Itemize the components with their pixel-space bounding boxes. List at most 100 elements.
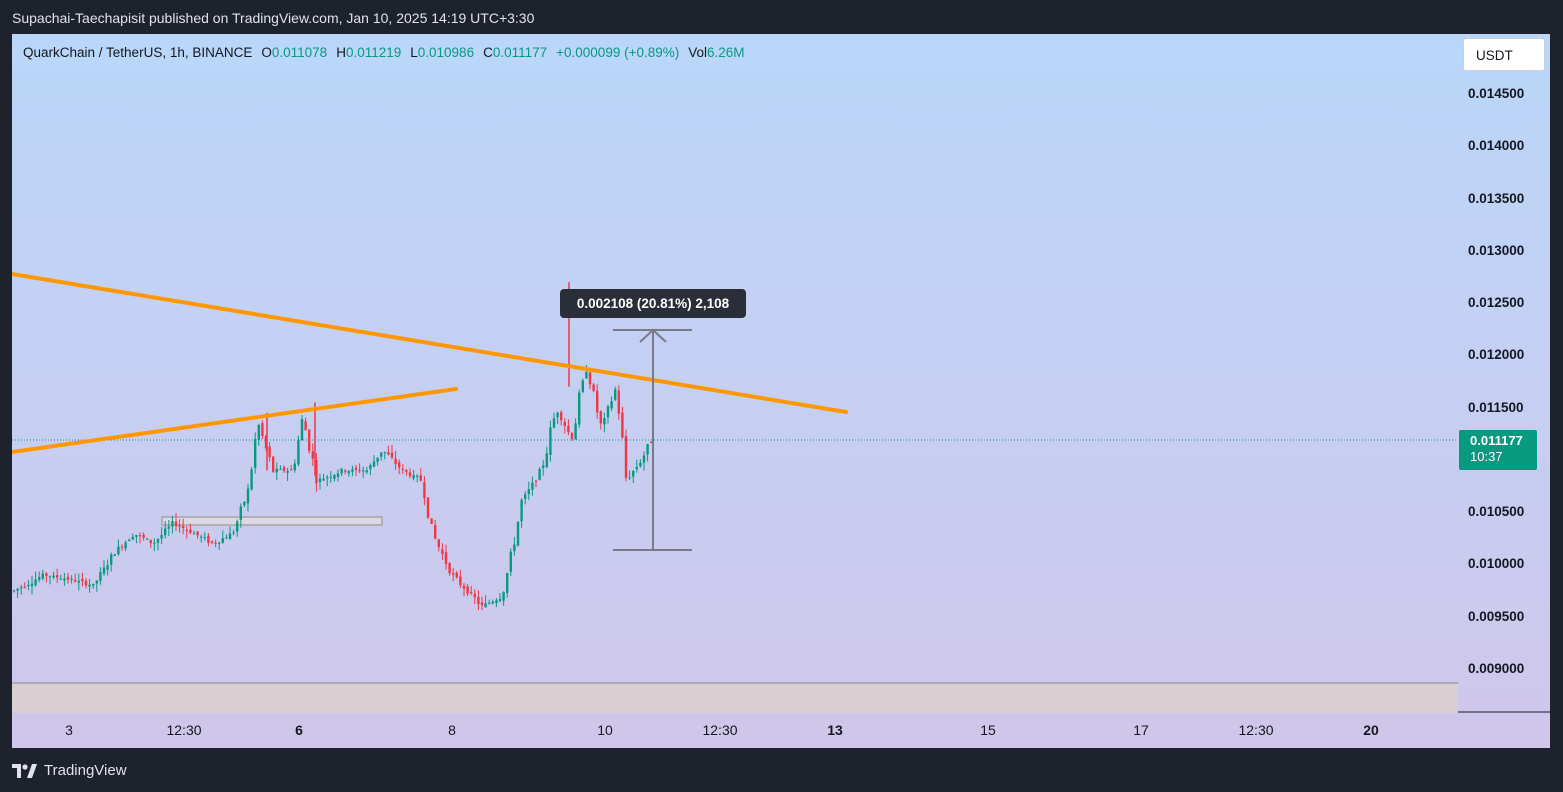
candle-body <box>207 535 210 543</box>
candle-body <box>16 588 19 591</box>
candle-body <box>189 529 192 533</box>
candle-body <box>131 536 134 540</box>
candle-body <box>236 521 239 532</box>
time-tick-label: 13 <box>827 722 843 738</box>
high-label: H <box>336 45 346 60</box>
candle-body <box>261 423 264 437</box>
price-range-measure <box>613 328 692 551</box>
candle-body <box>459 576 462 586</box>
candle-body <box>142 534 145 538</box>
candle-body <box>124 542 127 549</box>
price-tick-label: 0.010500 <box>1468 504 1525 520</box>
candle-body <box>146 538 149 540</box>
price-plot[interactable] <box>12 34 1550 748</box>
candle-body <box>542 465 545 469</box>
candle-body <box>272 456 275 472</box>
candle-body <box>102 567 106 574</box>
chart-pane[interactable]: QuarkChain / TetherUS, 1h, BINANCE O 0.01… <box>12 34 1550 748</box>
candle-body <box>354 467 358 470</box>
candle-body <box>628 477 631 479</box>
candle-body <box>92 583 95 586</box>
candle-body <box>556 412 559 418</box>
candle-body <box>603 418 606 425</box>
candle-body <box>290 469 293 471</box>
price-tick-label: 0.011500 <box>1468 399 1524 415</box>
candle-body <box>455 572 458 578</box>
candle-body <box>581 380 584 392</box>
candle-body <box>358 469 361 472</box>
measure-tooltip: 0.002108 (20.81%) 2,108 <box>560 289 746 318</box>
candle-body <box>398 462 401 468</box>
candle-body <box>257 424 260 440</box>
candle-body <box>491 601 494 604</box>
support-zone <box>161 516 383 526</box>
candle-body <box>639 462 642 467</box>
candle-body <box>437 539 440 548</box>
candle-body <box>390 452 394 458</box>
descending-trendline <box>12 272 848 414</box>
candle-body <box>160 534 163 539</box>
low-label: L <box>410 45 418 60</box>
ascending-trendline <box>12 387 458 454</box>
candle-body <box>347 470 350 474</box>
candle-body <box>12 590 16 592</box>
candle-body <box>488 602 491 604</box>
candle-body <box>254 438 257 468</box>
candle-body <box>567 425 570 433</box>
low-value: 0.010986 <box>417 45 475 60</box>
candle-body <box>171 521 174 527</box>
tradingview-brand[interactable]: TradingView <box>12 762 127 779</box>
candle-body <box>56 575 59 578</box>
candle-body <box>110 554 113 565</box>
time-tick-label: 12:30 <box>166 722 202 738</box>
candle-body <box>462 585 466 589</box>
high-value: 0.011219 <box>345 45 402 60</box>
candle-body <box>524 494 527 499</box>
candle-body <box>336 473 340 477</box>
candle-body <box>372 461 376 467</box>
price-tick-label: 0.014000 <box>1468 138 1525 154</box>
candle-body <box>66 576 70 580</box>
candle-body <box>174 521 178 527</box>
candle-body <box>596 390 599 413</box>
candle-body <box>650 442 653 444</box>
candle-body <box>531 482 534 490</box>
currency-selector[interactable]: USDT <box>1463 38 1545 71</box>
candle-body <box>221 538 224 543</box>
candle-body <box>48 576 52 578</box>
candle-body <box>610 401 613 409</box>
candle-body <box>621 412 624 438</box>
candle-body <box>369 465 372 470</box>
candle-body <box>340 468 343 474</box>
candle-body <box>477 597 480 604</box>
time-tick-label: 3 <box>65 722 73 738</box>
candle-body <box>614 389 617 400</box>
candle-body <box>185 529 188 531</box>
time-tick-label: 20 <box>1363 722 1379 738</box>
candle-body <box>138 535 142 537</box>
candle-body <box>70 578 73 580</box>
candle-body <box>45 573 48 576</box>
time-tick-label: 15 <box>980 722 996 738</box>
bar-countdown: 10:37 <box>1470 449 1503 464</box>
candle-body <box>52 575 55 578</box>
candle-body <box>520 499 523 522</box>
candle-body <box>466 586 469 594</box>
candle-body <box>38 577 41 580</box>
volume-pane <box>12 683 1458 713</box>
candle-body <box>196 531 199 536</box>
candle-body <box>545 453 548 468</box>
candle-body <box>34 579 37 586</box>
candle-body <box>578 392 581 425</box>
candle-body <box>624 436 628 478</box>
candle-body <box>498 598 502 601</box>
close-label: C <box>483 45 493 60</box>
candle-body <box>509 551 512 572</box>
candle-body <box>534 480 538 482</box>
price-tick-label: 0.013000 <box>1468 242 1525 258</box>
candle-body <box>588 372 592 385</box>
volume-label: Vol <box>688 45 708 60</box>
candle-body <box>448 563 451 574</box>
candle-body <box>560 412 563 421</box>
symbol-title[interactable]: QuarkChain / TetherUS, 1h, BINANCE <box>23 45 253 60</box>
